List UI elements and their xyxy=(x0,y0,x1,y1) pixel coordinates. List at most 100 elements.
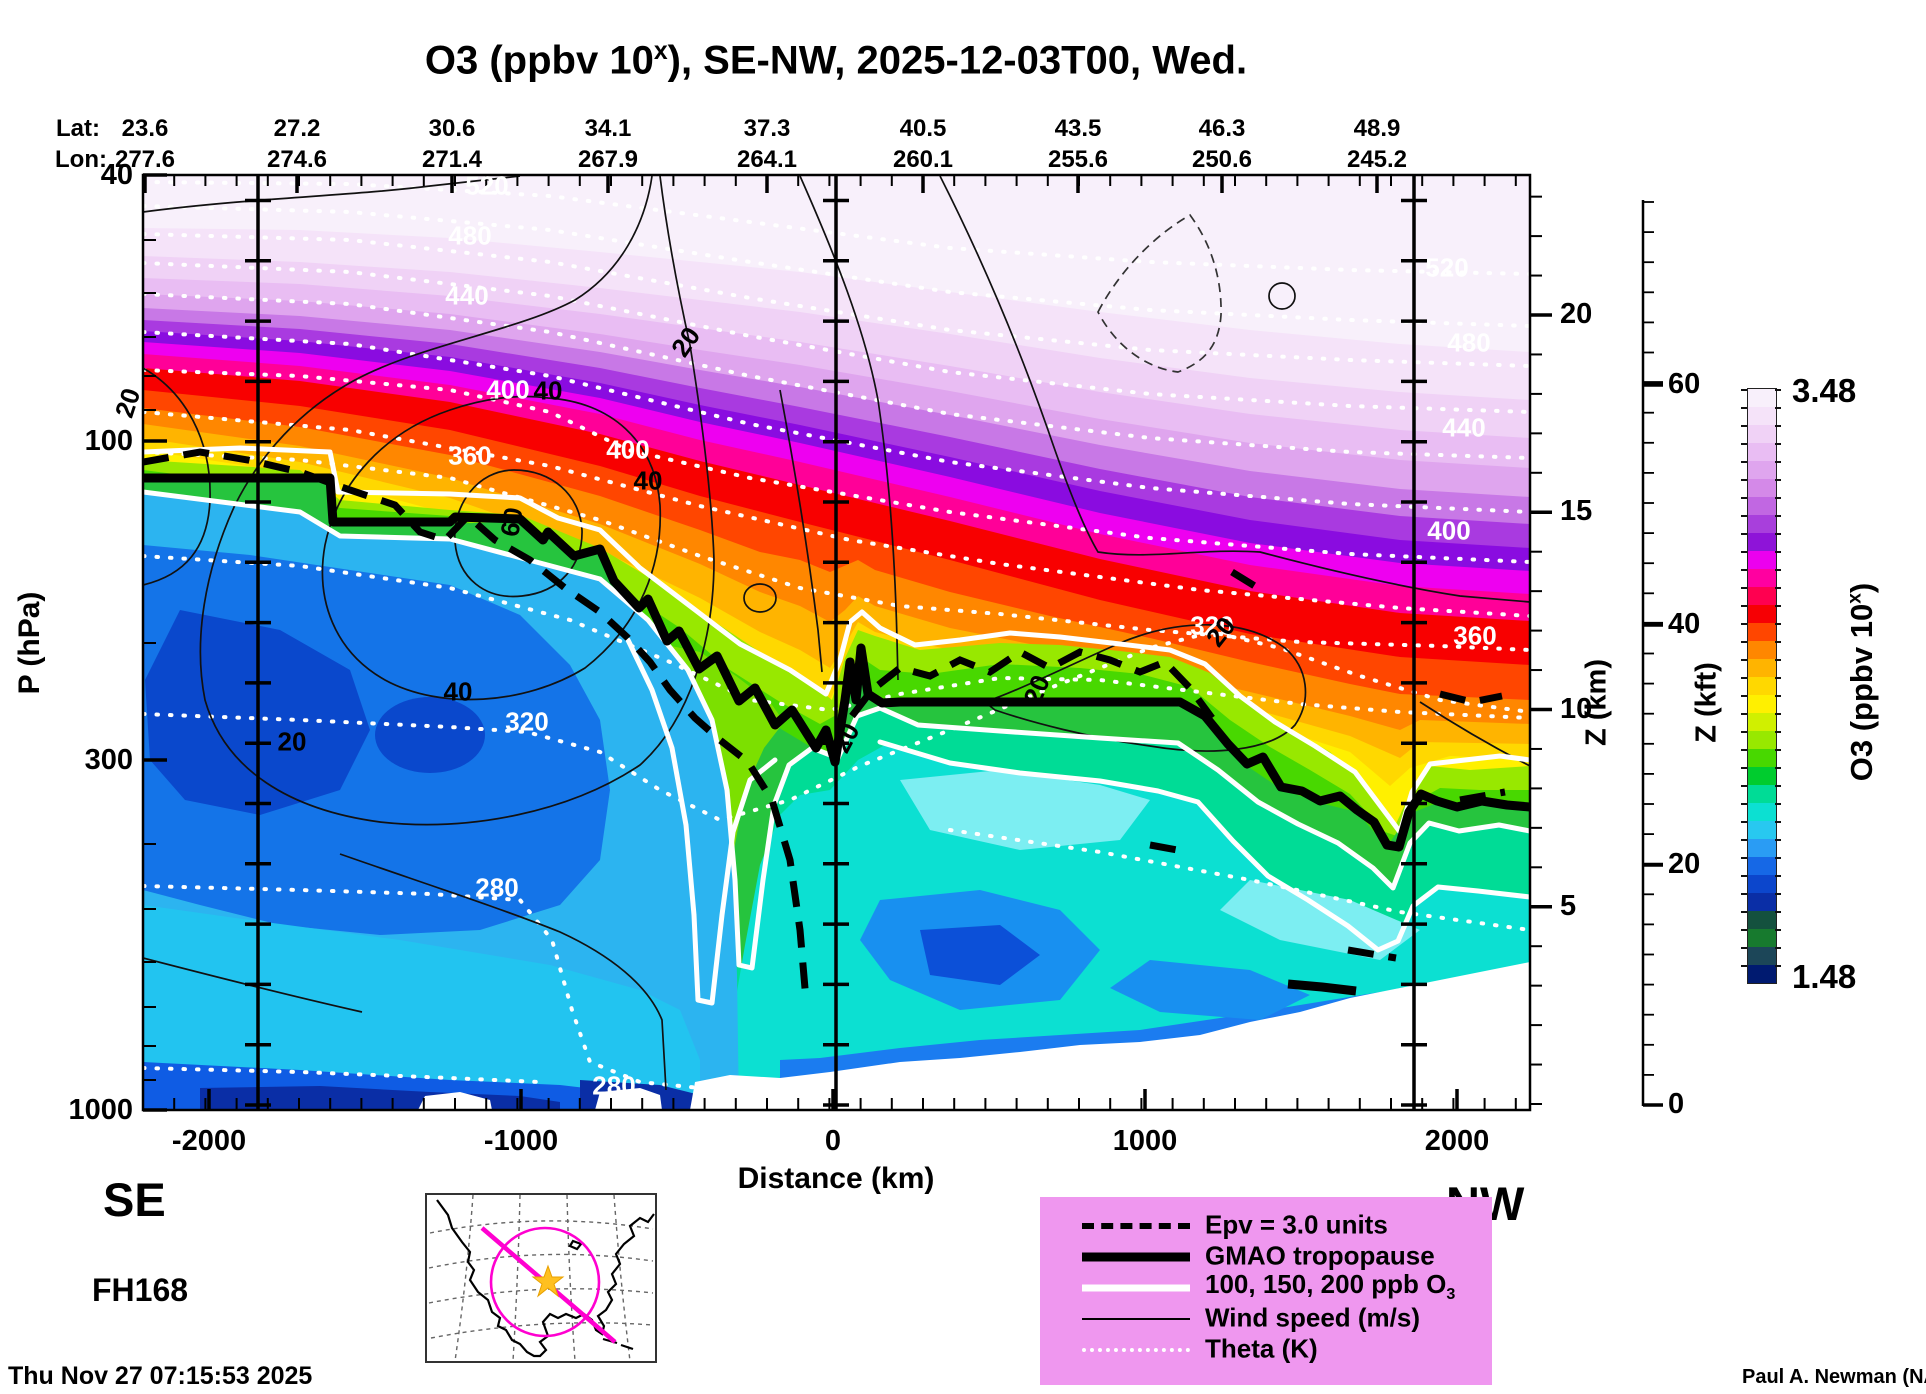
colorbar-cell xyxy=(1748,929,1776,947)
colorbar-tick xyxy=(1741,803,1747,805)
colorbar xyxy=(1747,388,1777,984)
tick-label: 20 xyxy=(1560,298,1593,330)
colorbar-tick xyxy=(1775,929,1781,931)
legend-item-o3-contours: 100, 150, 200 ppb O3 xyxy=(1040,1269,1492,1303)
tick-label: 274.6 xyxy=(266,146,328,173)
colorbar-tick xyxy=(1775,875,1781,877)
lat-row-label: Lat: xyxy=(56,115,100,142)
colorbar-tick xyxy=(1741,605,1747,607)
tick-label: 40 xyxy=(1668,608,1701,640)
timestamp: Thu Nov 27 07:15:53 2025 xyxy=(8,1362,313,1390)
colorbar-tick xyxy=(1741,695,1747,697)
colorbar-cell xyxy=(1748,947,1776,965)
colorbar-tick xyxy=(1775,947,1781,949)
theta-contour-label: 280 xyxy=(475,872,519,903)
colorbar-cell xyxy=(1748,893,1776,911)
map-range-circle xyxy=(489,1226,601,1338)
colorbar-cell xyxy=(1748,695,1776,713)
inset-map xyxy=(425,1193,657,1363)
colorbar-cell xyxy=(1748,515,1776,533)
colorbar-tick xyxy=(1775,767,1781,769)
colorbar-tick xyxy=(1741,965,1747,967)
se-endpoint-label: SE xyxy=(103,1173,166,1226)
colorbar-tick xyxy=(1775,659,1781,661)
tick-label: 60 xyxy=(1668,368,1701,400)
theta-contour-label: 360 xyxy=(448,440,492,471)
epv-contour xyxy=(143,448,1506,1001)
colorbar-tick xyxy=(1775,389,1781,391)
legend-item-epv: Epv = 3.0 units xyxy=(1040,1209,1492,1241)
tick-label: 40.5 xyxy=(899,115,947,142)
colorbar-cell xyxy=(1748,407,1776,425)
tick-label: 20 xyxy=(1668,848,1701,880)
colorbar-tick xyxy=(1775,695,1781,697)
wind-contour-label: 20 xyxy=(277,726,307,757)
credit: Paul A. Newman (NASA xyxy=(1742,1366,1926,1388)
theta-line-sample xyxy=(1082,1348,1190,1352)
forecast-hour-label: FH168 xyxy=(92,1272,189,1308)
colorbar-cell xyxy=(1748,623,1776,641)
tick-label: 267.9 xyxy=(577,146,639,173)
theta-contour-label: 360 xyxy=(1453,620,1497,651)
colorbar-tick xyxy=(1741,623,1747,625)
distance-axis-label: Distance (km) xyxy=(737,1162,935,1195)
tick-label: 37.3 xyxy=(743,115,791,142)
colorbar-tick xyxy=(1775,425,1781,427)
theta-contour-label: 400 xyxy=(486,374,530,405)
tick-label: 260.1 xyxy=(892,146,954,173)
legend-item-tropopause: GMAO tropopause xyxy=(1040,1240,1492,1272)
colorbar-tick xyxy=(1775,623,1781,625)
tick-label: 34.1 xyxy=(584,115,632,142)
ozone-field xyxy=(143,175,1530,1110)
colorbar-tick xyxy=(1741,911,1747,913)
colorbar-cell xyxy=(1748,641,1776,659)
tick-label: 23.6 xyxy=(121,115,169,142)
tick-label: 2000 xyxy=(1424,1125,1490,1157)
colorbar-tick xyxy=(1775,515,1781,517)
colorbar-tick xyxy=(1741,857,1747,859)
tropopause-line-sample xyxy=(1082,1252,1190,1262)
colorbar-tick xyxy=(1741,479,1747,481)
colorbar-cell xyxy=(1748,803,1776,821)
colorbar-tick xyxy=(1741,659,1747,661)
tick-label: 10 xyxy=(1560,693,1593,725)
colorbar-cell xyxy=(1748,875,1776,893)
colorbar-tick xyxy=(1741,875,1747,877)
legend-box: Epv = 3.0 units GMAO tropopause 100, 150… xyxy=(1040,1197,1492,1385)
tick-label: 40 xyxy=(100,159,133,191)
colorbar-cell xyxy=(1748,713,1776,731)
colorbar-tick xyxy=(1741,749,1747,751)
tick-label: 255.6 xyxy=(1047,146,1109,173)
colorbar-tick xyxy=(1741,587,1747,589)
tropopause-line xyxy=(143,473,1530,996)
colorbar-tick xyxy=(1741,389,1747,391)
colorbar-cell xyxy=(1748,497,1776,515)
colorbar-tick xyxy=(1741,515,1747,517)
colorbar-max: 3.48 xyxy=(1792,372,1857,409)
colorbar-tick xyxy=(1741,785,1747,787)
colorbar-tick xyxy=(1775,785,1781,787)
theta-contour-label: 440 xyxy=(445,280,489,311)
colorbar-cell xyxy=(1748,659,1776,677)
colorbar-tick xyxy=(1775,461,1781,463)
tick-label: 245.2 xyxy=(1346,146,1408,173)
colorbar-tick xyxy=(1775,821,1781,823)
tick-label: 43.5 xyxy=(1054,115,1102,142)
colorbar-cell xyxy=(1748,839,1776,857)
tick-label: 15 xyxy=(1560,495,1593,527)
colorbar-cell xyxy=(1748,605,1776,623)
tick-label: 5 xyxy=(1560,890,1577,922)
colorbar-tick xyxy=(1741,497,1747,499)
colorbar-cell xyxy=(1748,911,1776,929)
colorbar-tick xyxy=(1741,677,1747,679)
colorbar-tick xyxy=(1775,911,1781,913)
lon-row-label: Lon: xyxy=(55,146,107,173)
colorbar-cell xyxy=(1748,479,1776,497)
wind-contours xyxy=(143,175,1530,1091)
tick-label: 0 xyxy=(824,1125,842,1157)
colorbar-tick xyxy=(1741,767,1747,769)
colorbar-axis-label: O3 (ppbv 10x) xyxy=(1844,582,1879,782)
colorbar-tick xyxy=(1741,533,1747,535)
colorbar-tick xyxy=(1741,569,1747,571)
